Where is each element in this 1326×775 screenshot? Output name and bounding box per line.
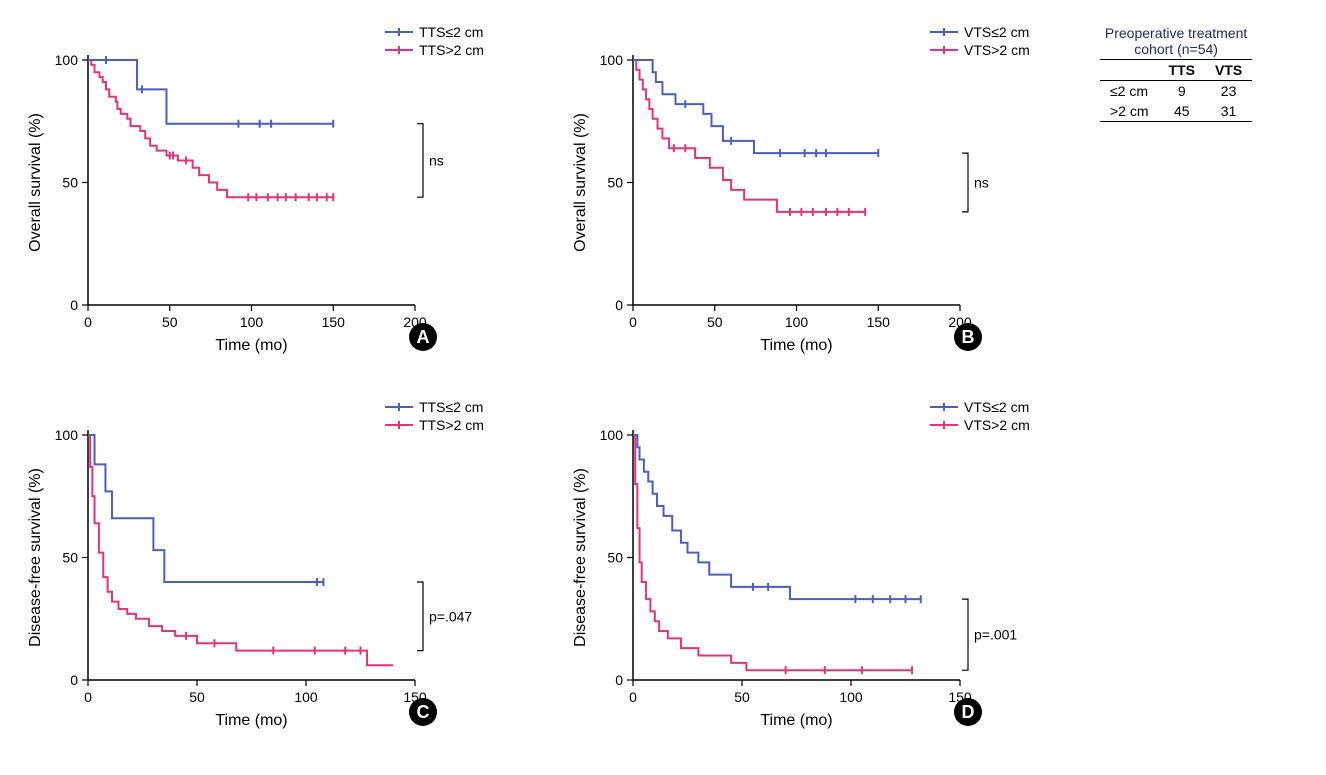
panel-grid: 050100150200050100Time (mo)Overall survi… (20, 20, 1080, 740)
svg-text:B: B (962, 327, 975, 347)
svg-text:Disease-free survival (%): Disease-free survival (%) (27, 468, 44, 647)
svg-text:TTS>2 cm: TTS>2 cm (419, 42, 484, 58)
svg-text:50: 50 (189, 689, 205, 705)
svg-text:Time (mo): Time (mo) (760, 337, 832, 354)
svg-text:TTS≤2 cm: TTS≤2 cm (419, 399, 483, 415)
table-cell: 23 (1205, 81, 1252, 102)
svg-text:100: 100 (600, 427, 624, 443)
svg-text:50: 50 (707, 314, 723, 330)
table-row: ≤2 cm 9 23 (1100, 81, 1252, 102)
svg-text:150: 150 (322, 314, 346, 330)
svg-text:0: 0 (615, 297, 623, 313)
table-col-vts: VTS (1205, 60, 1252, 81)
svg-text:Time (mo): Time (mo) (760, 712, 832, 729)
svg-text:100: 100 (600, 52, 624, 68)
svg-text:TTS>2 cm: TTS>2 cm (419, 417, 484, 433)
svg-text:100: 100 (55, 427, 79, 443)
table-cell: 45 (1159, 101, 1205, 122)
table-cell: 9 (1159, 81, 1205, 102)
svg-text:100: 100 (55, 52, 79, 68)
svg-text:50: 50 (607, 550, 623, 566)
svg-text:50: 50 (62, 175, 78, 191)
table-col-tts: TTS (1159, 60, 1205, 81)
table-col-blank (1100, 60, 1159, 81)
svg-text:0: 0 (84, 314, 92, 330)
table-header-row: TTS VTS (1100, 60, 1252, 81)
svg-text:0: 0 (615, 672, 623, 688)
svg-text:D: D (962, 702, 975, 722)
svg-text:100: 100 (294, 689, 318, 705)
svg-text:0: 0 (70, 672, 78, 688)
svg-text:50: 50 (62, 550, 78, 566)
table-cell: >2 cm (1100, 101, 1159, 122)
svg-text:Time (mo): Time (mo) (215, 337, 287, 354)
svg-text:VTS≤2 cm: VTS≤2 cm (964, 399, 1029, 415)
svg-text:VTS>2 cm: VTS>2 cm (964, 417, 1030, 433)
table-row: >2 cm 45 31 (1100, 101, 1252, 122)
cohort-data-table: TTS VTS ≤2 cm 9 23 >2 cm 45 31 (1100, 59, 1252, 122)
figure-container: 050100150200050100Time (mo)Overall survi… (20, 20, 1306, 740)
panel-b: 050100150200050100Time (mo)Overall survi… (565, 20, 1080, 365)
svg-text:50: 50 (607, 175, 623, 191)
table-title: Preoperative treatment cohort (n=54) (1100, 25, 1252, 57)
svg-text:p=.047: p=.047 (429, 608, 472, 624)
svg-text:150: 150 (867, 314, 891, 330)
panel-c: 050100150050100Time (mo)Disease-free sur… (20, 395, 535, 740)
svg-text:VTS≤2 cm: VTS≤2 cm (964, 24, 1029, 40)
svg-text:Disease-free survival (%): Disease-free survival (%) (572, 468, 589, 647)
svg-text:0: 0 (84, 689, 92, 705)
svg-text:TTS≤2 cm: TTS≤2 cm (419, 24, 483, 40)
svg-text:0: 0 (629, 689, 637, 705)
table-title-line2: cohort (n=54) (1100, 41, 1252, 57)
panel-d: 050100150050100Time (mo)Disease-free sur… (565, 395, 1080, 740)
svg-text:C: C (417, 702, 430, 722)
svg-text:Overall survival (%): Overall survival (%) (572, 113, 589, 252)
svg-text:100: 100 (785, 314, 809, 330)
svg-text:p=.001: p=.001 (974, 627, 1017, 643)
svg-text:Time (mo): Time (mo) (215, 712, 287, 729)
svg-text:VTS>2 cm: VTS>2 cm (964, 42, 1030, 58)
svg-text:0: 0 (629, 314, 637, 330)
svg-text:100: 100 (839, 689, 863, 705)
svg-text:A: A (417, 327, 430, 347)
table-title-line1: Preoperative treatment (1100, 25, 1252, 41)
cohort-table: Preoperative treatment cohort (n=54) TTS… (1100, 25, 1252, 122)
svg-text:100: 100 (240, 314, 264, 330)
table-cell: 31 (1205, 101, 1252, 122)
svg-text:ns: ns (974, 175, 989, 191)
panel-a: 050100150200050100Time (mo)Overall survi… (20, 20, 535, 365)
svg-text:ns: ns (429, 152, 444, 168)
table-cell: ≤2 cm (1100, 81, 1159, 102)
svg-text:50: 50 (162, 314, 178, 330)
svg-text:0: 0 (70, 297, 78, 313)
svg-text:50: 50 (734, 689, 750, 705)
svg-text:Overall survival (%): Overall survival (%) (27, 113, 44, 252)
